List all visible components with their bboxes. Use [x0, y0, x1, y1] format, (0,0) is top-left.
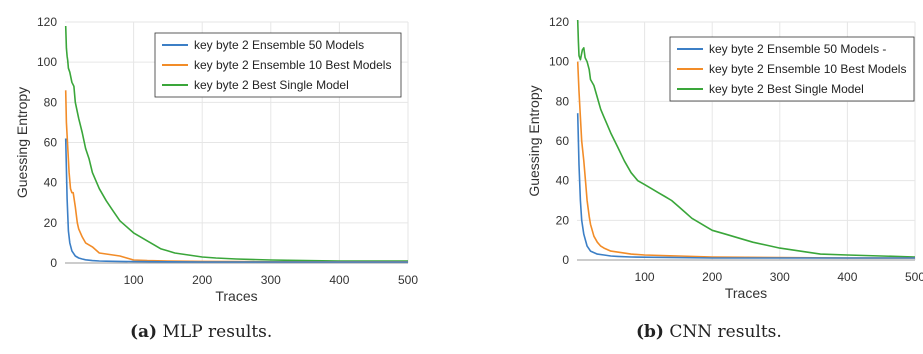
x-axis-label-b: Traces	[725, 285, 767, 301]
y-axis-label-a: Guessing Entropy	[14, 87, 30, 198]
caption-b-text: CNN results.	[669, 322, 782, 342]
caption-b: (b) CNN results.	[636, 322, 782, 342]
legend-label-b-2: key byte 2 Ensemble 10 Best Models	[709, 62, 906, 76]
caption-a-tag: (a)	[130, 322, 158, 342]
x-tick-label-a: 400	[329, 273, 349, 287]
legend-label-a-1: key byte 2 Ensemble 50 Models	[194, 38, 364, 52]
x-tick-label-b: 100	[635, 270, 655, 284]
y-tick-label-a: 100	[37, 55, 57, 69]
x-axis-label-a: Traces	[215, 288, 257, 304]
legend-label-a-3: key byte 2 Best Single Model	[194, 78, 349, 92]
series-line-a-3	[64, 25, 408, 262]
legend-label-a-2: key byte 2 Ensemble 10 Best Models	[194, 58, 391, 72]
series-line-b-3	[576, 19, 916, 258]
y-tick-label-b: 120	[549, 15, 569, 29]
legend-box-a	[154, 32, 402, 98]
y-tick-label-a: 120	[37, 15, 57, 29]
y-tick-label-a: 40	[44, 176, 58, 190]
y-tick-label-b: 0	[562, 253, 569, 267]
caption-a-text: MLP results.	[162, 322, 273, 342]
x-tick-label-b: 300	[770, 270, 790, 284]
x-tick-label-b: 200	[702, 270, 722, 284]
y-tick-label-b: 40	[556, 174, 570, 188]
y-tick-label-b: 20	[556, 213, 570, 227]
series-line-b-2	[576, 61, 915, 259]
x-tick-label-b: 400	[837, 270, 857, 284]
y-tick-label-a: 60	[44, 136, 58, 150]
legend-label-b-1: key byte 2 Ensemble 50 Models -	[709, 42, 886, 56]
caption-a: (a) MLP results.	[130, 322, 272, 342]
chart-a: 0 20 40 60 80 100 120 100 200 300 400 500 Traces Gues…	[2, 2, 418, 312]
series-line-a-1	[64, 138, 408, 263]
chart-b: 0 20 40 60 80 100 120 100 200 300 400 500 Traces Gues…	[512, 2, 923, 312]
series-line-b-1	[576, 113, 915, 259]
y-tick-label-b: 80	[556, 94, 570, 108]
x-tick-label-a: 300	[261, 273, 281, 287]
y-tick-label-a: 80	[44, 95, 58, 109]
y-tick-label-a: 0	[50, 256, 57, 270]
caption-b-tag: (b)	[636, 322, 664, 342]
legend-box-b	[669, 36, 915, 102]
x-tick-label-a: 500	[398, 273, 418, 287]
x-tick-label-a: 200	[192, 273, 212, 287]
x-tick-label-a: 100	[124, 273, 144, 287]
y-axis-label-b: Guessing Entropy	[526, 85, 542, 196]
legend-label-b-3: key byte 2 Best Single Model	[709, 82, 864, 96]
y-tick-label-b: 100	[549, 55, 569, 69]
y-tick-label-b: 60	[556, 134, 570, 148]
x-tick-label-b: 500	[905, 270, 923, 284]
y-tick-label-a: 20	[44, 216, 58, 230]
